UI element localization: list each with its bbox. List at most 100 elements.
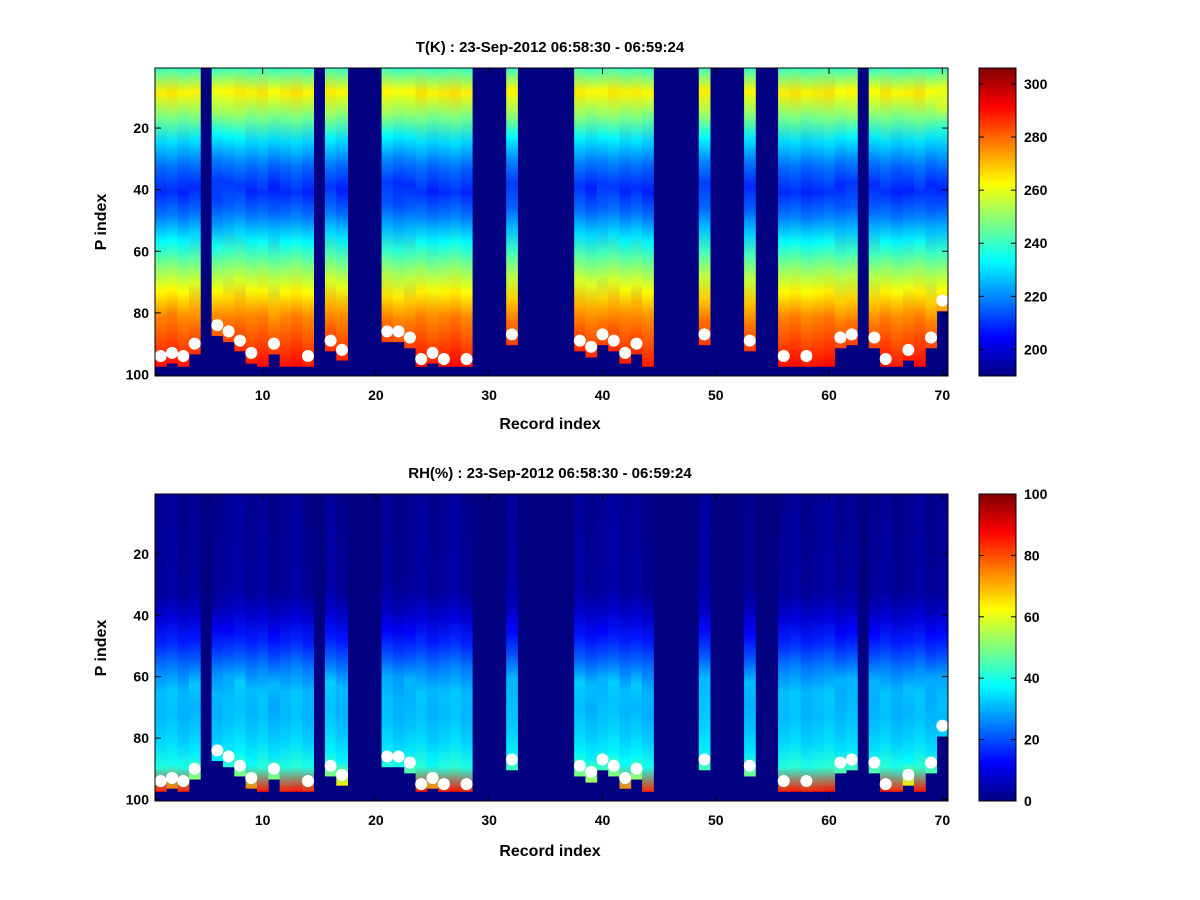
chart-title: RH(%) : 23-Sep-2012 06:58:30 - 06:59:24 (408, 465, 692, 482)
colorbar-tick-label: 20 (1024, 732, 1040, 748)
x-axis-ticks: 10 20 30 40 50 60 70 (255, 68, 950, 403)
x-axis-label: Record index (499, 416, 600, 433)
x-tick-label: 70 (935, 812, 951, 828)
data-column (256, 68, 269, 367)
data-column (256, 494, 269, 792)
humidity-panel: RH(%) : 23-Sep-2012 06:58:30 - 06:59:24 … (93, 465, 1048, 860)
data-column (279, 68, 292, 367)
data-column (596, 494, 609, 771)
data-column (415, 68, 428, 367)
colorbar-tick-label: 80 (1024, 547, 1040, 563)
data-column (460, 494, 473, 792)
data-column (404, 494, 416, 774)
surface-marker (177, 775, 190, 788)
data-column (177, 494, 190, 792)
colorbar-tick-label: 0 (1024, 793, 1032, 809)
surface-marker (392, 325, 405, 338)
data-column (834, 68, 847, 349)
data-column (902, 68, 915, 361)
surface-marker (925, 756, 938, 769)
data-column (846, 494, 858, 771)
surface-marker (154, 775, 167, 788)
y-tick-label: 20 (133, 120, 149, 136)
plot-frame (154, 67, 949, 377)
surface-marker (381, 325, 394, 338)
data-column (778, 494, 790, 792)
data-column (245, 494, 258, 789)
data-column (268, 68, 281, 355)
humidity-colorbar: 0 20 40 60 80 100 (978, 486, 1048, 809)
surface-marker (743, 334, 756, 347)
x-axis-ticks: 10 20 30 40 50 60 70 (255, 494, 951, 828)
surface-marker (335, 768, 348, 781)
data-column (302, 494, 314, 792)
surface-marker (222, 750, 235, 763)
data-column (789, 68, 802, 367)
data-column (438, 494, 450, 792)
y-axis-ticks: 20 40 60 80 100 (126, 120, 948, 382)
data-column (404, 68, 416, 349)
surface-marker (415, 353, 428, 366)
data-column (812, 494, 824, 792)
data-column (619, 68, 632, 364)
surface-marker (165, 771, 178, 784)
data-column (155, 494, 167, 792)
data-column (914, 494, 926, 792)
data-column (823, 494, 836, 792)
chart-title: T(K) : 23-Sep-2012 06:58:30 - 06:59:24 (416, 39, 685, 56)
x-tick-label: 30 (481, 812, 497, 828)
surface-marker (925, 331, 938, 344)
surface-marker (585, 765, 598, 778)
data-column (506, 68, 518, 346)
surface-marker (165, 346, 178, 359)
surface-marker (301, 775, 314, 788)
surface-marker (596, 328, 609, 341)
surface-marker (630, 337, 643, 350)
data-column (245, 68, 258, 364)
y-tick-label: 100 (126, 791, 150, 807)
data-column (698, 494, 711, 771)
surface-marker (845, 328, 858, 341)
colorbar-tick-label: 40 (1024, 670, 1040, 686)
surface-marker (800, 775, 813, 788)
surface-marker (403, 756, 416, 769)
data-column (438, 68, 450, 367)
surface-marker (324, 759, 337, 772)
data-column (268, 494, 281, 780)
data-column (608, 494, 620, 777)
temperature-colorbar: 200 220 240 260 280 300 (978, 67, 1048, 377)
data-column (188, 68, 201, 355)
data-column (188, 494, 201, 780)
surface-marker (188, 337, 201, 350)
surface-marker (777, 775, 790, 788)
y-tick-label: 40 (133, 607, 149, 623)
surface-marker (879, 778, 892, 791)
data-column (585, 68, 598, 358)
data-column (426, 494, 439, 789)
data-column (891, 68, 904, 367)
x-tick-label: 50 (708, 812, 724, 828)
temperature-heatmap (154, 68, 949, 376)
data-column (234, 68, 247, 352)
data-column (222, 68, 235, 343)
data-column (596, 68, 609, 346)
surface-marker (403, 331, 416, 344)
data-column (415, 494, 428, 792)
data-column (234, 494, 247, 777)
x-axis-label: Record index (499, 843, 600, 860)
colorbar-tick-label: 300 (1024, 76, 1048, 92)
plot-frame (154, 493, 949, 802)
data-column (630, 68, 643, 355)
y-tick-label: 40 (133, 182, 149, 198)
temperature-panel: T(K) : 23-Sep-2012 06:58:30 - 06:59:24 1… (93, 39, 1048, 433)
surface-marker (936, 294, 949, 307)
y-tick-label: 80 (133, 730, 149, 746)
colorbar-gradient (978, 493, 1017, 802)
data-column (868, 494, 881, 774)
data-column (744, 68, 756, 352)
data-column (392, 68, 405, 343)
data-column (698, 68, 711, 346)
surface-marker (415, 778, 428, 791)
data-column (846, 68, 858, 346)
data-column (166, 68, 179, 364)
